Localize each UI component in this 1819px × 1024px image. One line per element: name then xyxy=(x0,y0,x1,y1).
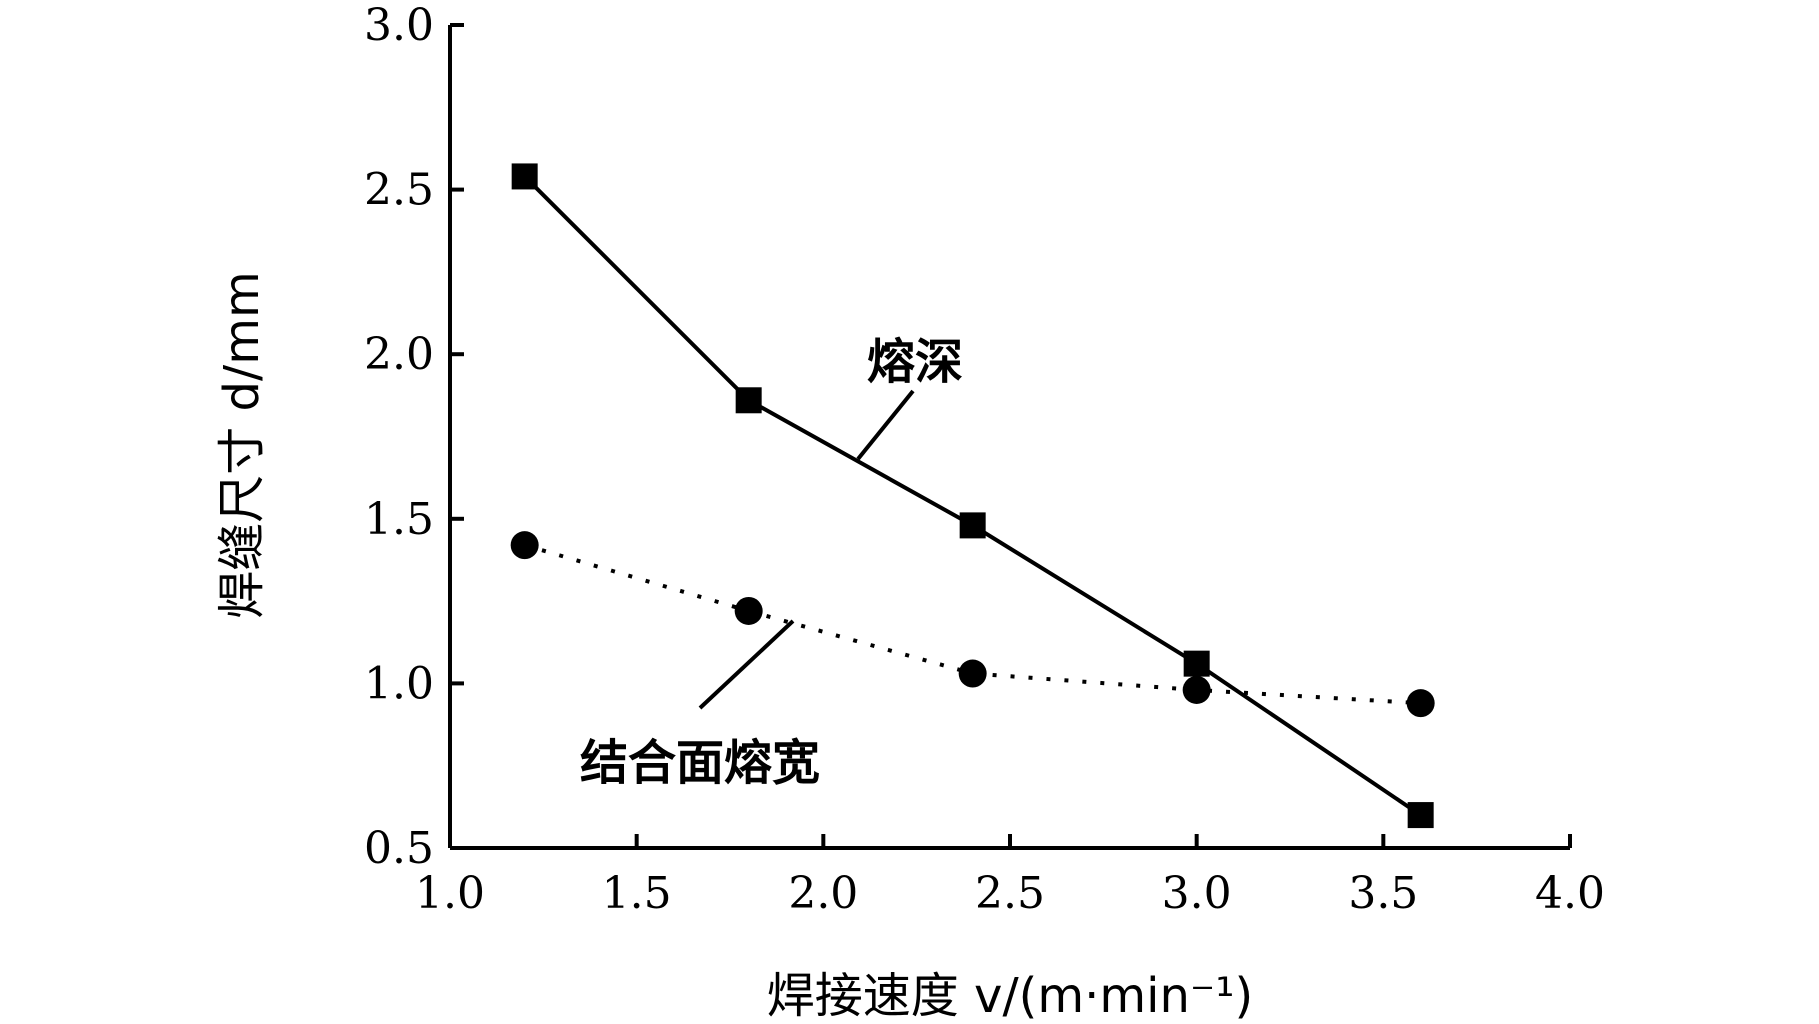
label-leader-lines xyxy=(698,389,915,710)
series-markers xyxy=(510,163,1435,829)
axes xyxy=(448,25,1570,850)
series-label-leader xyxy=(698,619,795,710)
x-tick-label: 3.5 xyxy=(1348,868,1418,919)
data-point-circle xyxy=(1406,689,1435,718)
series-line-0 xyxy=(523,174,1422,817)
data-point-circle xyxy=(958,659,987,688)
x-tick-label: 2.0 xyxy=(788,868,858,919)
y-tick-label: 0.5 xyxy=(364,823,434,874)
series-label: 结合面熔宽 xyxy=(580,735,820,791)
x-axis-title: 焊接速度 v/(m·min⁻¹) xyxy=(767,968,1253,1024)
y-tick-label: 2.0 xyxy=(364,329,434,380)
x-tick-label: 3.0 xyxy=(1162,868,1232,919)
data-point-circle xyxy=(510,531,539,560)
y-tick-label: 3.0 xyxy=(364,0,434,51)
series-lines xyxy=(523,174,1422,817)
y-axis-title: 焊缝尺寸 d/mm xyxy=(214,271,270,618)
data-point-circle xyxy=(734,596,763,625)
x-tick-label: 1.0 xyxy=(415,868,485,919)
series-label-leader xyxy=(856,389,915,461)
x-axis-ticks: 1.0 1.5 2.0 2.5 3.0 3.5 4.0 xyxy=(415,834,1605,919)
x-tick-label: 2.5 xyxy=(975,868,1045,919)
y-axis-ticks: 0.5 1.0 1.5 2.0 2.5 3.0 xyxy=(364,0,464,874)
series-label: 熔深 xyxy=(867,334,963,390)
data-point-circle xyxy=(1182,675,1211,704)
x-tick-label: 4.0 xyxy=(1535,868,1605,919)
data-point-square xyxy=(959,512,986,539)
y-tick-label: 1.5 xyxy=(364,494,434,545)
data-point-square xyxy=(735,387,762,414)
data-point-square xyxy=(511,163,538,190)
data-point-square xyxy=(1183,650,1210,677)
data-point-square xyxy=(1407,802,1434,829)
y-tick-label: 1.0 xyxy=(364,658,434,709)
y-tick-label: 2.5 xyxy=(364,165,434,216)
x-tick-label: 1.5 xyxy=(602,868,672,919)
